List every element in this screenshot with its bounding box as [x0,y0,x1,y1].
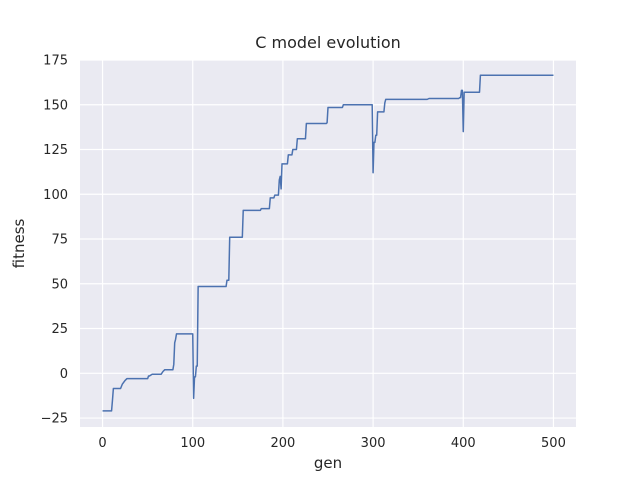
y-tick-label: 175 [43,54,68,69]
y-tick-label: −25 [41,412,68,427]
y-tick-label: 150 [43,98,68,113]
x-tick-label: 400 [451,436,476,451]
y-tick-label: 75 [51,233,68,248]
x-tick-label: 100 [180,436,205,451]
y-tick-label: 125 [43,143,68,158]
x-tick-label: 300 [361,436,386,451]
x-tick-label: 500 [541,436,566,451]
chart-title: C model evolution [255,33,401,52]
y-tick-label: 100 [43,188,68,203]
y-axis-ticks: −25 0 25 50 75 100 125 150 175 [41,54,68,427]
series-line [102,74,554,412]
y-axis-label: fitness [10,218,28,268]
x-axis-ticks: 0 100 200 300 400 500 [98,436,565,451]
y-tick-label: 25 [51,322,68,337]
y-tick-label: 0 [60,367,68,382]
x-tick-label: 200 [270,436,295,451]
x-tick-label: 0 [98,436,106,451]
y-tick-label: 50 [51,277,68,292]
plot-area [80,60,576,427]
x-axis-label: gen [314,454,342,472]
